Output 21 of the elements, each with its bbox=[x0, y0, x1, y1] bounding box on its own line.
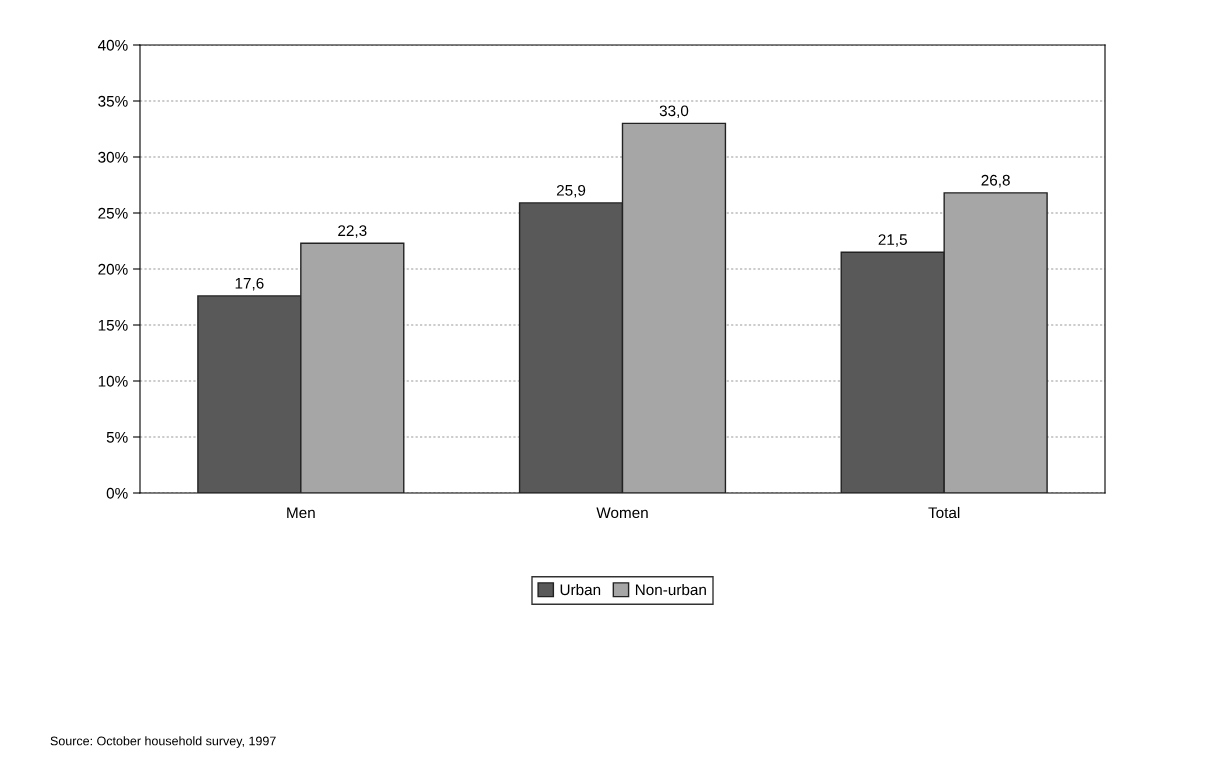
y-tick-label: 10% bbox=[98, 375, 128, 387]
data-label: 21,5 bbox=[878, 234, 907, 247]
y-tick-label: 35% bbox=[98, 95, 128, 107]
y-tick-label: 0% bbox=[106, 487, 128, 499]
x-tick-label: Total bbox=[928, 506, 960, 519]
y-tick-label: 20% bbox=[98, 263, 128, 275]
x-tick-label: Women bbox=[596, 507, 648, 519]
x-tick-label: Men bbox=[287, 507, 315, 519]
legend-label: Urban bbox=[560, 583, 601, 596]
data-label: 33,0 bbox=[659, 105, 689, 119]
y-tick-label: 40% bbox=[97, 39, 128, 51]
data-label: 22,3 bbox=[338, 225, 367, 238]
data-label: 26,8 bbox=[981, 174, 1010, 188]
legend-label: Non-urban bbox=[635, 583, 706, 596]
y-tick-label: 25% bbox=[98, 207, 128, 219]
data-label: 25,9 bbox=[556, 184, 586, 198]
y-tick-label: 15% bbox=[98, 319, 128, 331]
y-tick-label: 5% bbox=[106, 431, 128, 443]
source-note: Source: October household survey, 1997 bbox=[50, 736, 276, 748]
y-tick-label: 30% bbox=[98, 151, 128, 163]
data-label: 17,6 bbox=[235, 277, 264, 291]
